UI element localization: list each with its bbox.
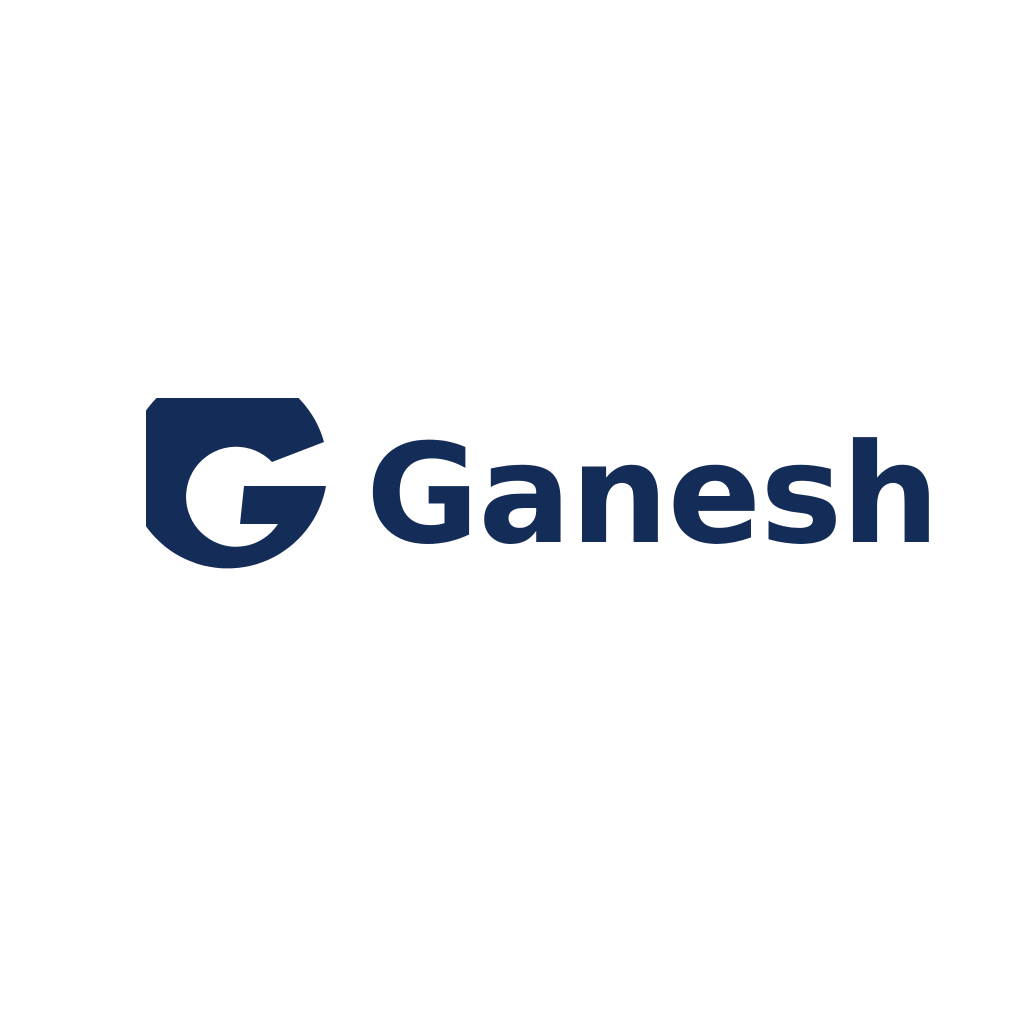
brand-wordmark: Ganesh [366,414,940,575]
g-monogram-shape [146,398,326,569]
g-monogram-icon [146,398,326,569]
